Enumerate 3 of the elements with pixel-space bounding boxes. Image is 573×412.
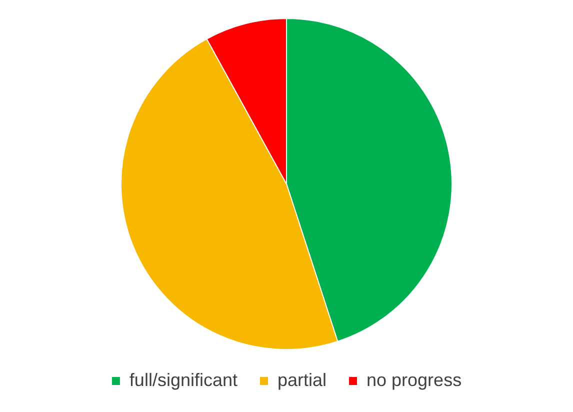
legend-label: no progress <box>366 370 462 390</box>
legend-label: full/significant <box>129 370 238 390</box>
legend-label: partial <box>277 370 327 390</box>
